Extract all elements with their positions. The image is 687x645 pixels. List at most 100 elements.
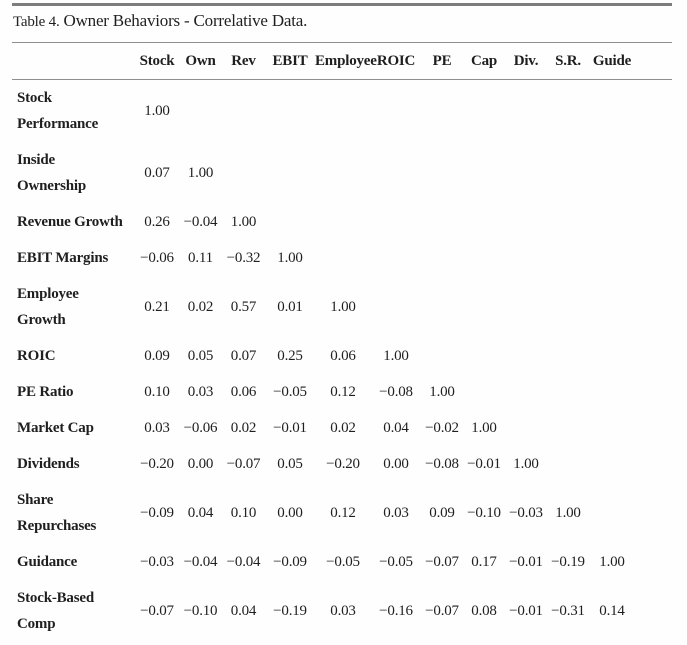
correlation-cell: 0.26 — [144, 214, 170, 230]
row-label: ROIC — [12, 338, 135, 374]
spacer-cell — [635, 410, 672, 446]
empty-cell — [371, 204, 421, 240]
row-label: Employee Growth — [12, 276, 135, 338]
correlation-cell: −0.16 — [379, 603, 413, 619]
empty-cell — [547, 410, 589, 446]
correlation-cell: −0.04 — [226, 554, 261, 570]
spacer-cell — [635, 338, 672, 374]
empty-cell — [589, 338, 635, 374]
correlation-cell: −0.07 — [226, 456, 261, 472]
table-row: Inside Ownership 0.07 1.00 — [12, 142, 672, 204]
empty-cell — [265, 204, 315, 240]
correlation-cell: −0.08 — [425, 456, 459, 472]
correlation-cell: 0.17 — [471, 554, 497, 570]
table-row: ROIC 0.09 0.05 0.07 0.25 0.06 1.00 — [12, 338, 672, 374]
correlation-cell: 0.04 — [230, 603, 257, 619]
spacer-cell — [635, 544, 672, 580]
correlation-cell: −0.06 — [183, 420, 218, 436]
correlation-cell: 1.00 — [277, 250, 303, 266]
empty-cell — [547, 240, 589, 276]
correlation-cell: −0.03 — [509, 505, 543, 521]
correlation-cell: 1.00 — [330, 299, 356, 315]
row-label: Guidance — [12, 544, 135, 580]
correlation-cell: 0.11 — [188, 250, 213, 266]
row-label-line: PE Ratio — [17, 384, 74, 400]
row-label-line: Ownership — [17, 178, 87, 194]
empty-cell — [463, 276, 505, 338]
empty-cell — [265, 142, 315, 204]
correlation-cell: −0.07 — [425, 554, 459, 570]
row-label-line: Stock-Based — [17, 590, 94, 606]
correlation-cell: −0.07 — [140, 603, 174, 619]
correlation-cell: −0.10 — [467, 505, 501, 521]
empty-cell — [505, 80, 547, 143]
table-number: Table 4. — [13, 14, 60, 30]
table-row: Revenue Growth 0.26 −0.04 1.00 — [12, 204, 672, 240]
empty-cell — [505, 276, 547, 338]
table-row: PE Ratio 0.10 0.03 0.06 −0.05 0.12 −0.08 1.00 — [12, 374, 672, 410]
correlation-cell: 1.00 — [429, 384, 455, 400]
table-body: Stock Performance 1.00 Inside Ownership 0.07 1… — [12, 80, 672, 643]
correlation-cell: 0.02 — [330, 420, 356, 436]
column-header-own: Own — [185, 53, 216, 69]
correlation-cell: 0.03 — [330, 603, 356, 619]
empty-cell — [371, 80, 421, 143]
correlation-cell: 0.00 — [277, 505, 303, 521]
row-label-line: Guidance — [17, 554, 78, 570]
correlation-cell: 1.00 — [599, 554, 625, 570]
correlation-cell: 0.21 — [144, 299, 170, 315]
correlation-cell: 1.00 — [144, 103, 170, 119]
row-label: Market Cap — [12, 410, 135, 446]
empty-cell — [463, 142, 505, 204]
row-label-line: Share — [17, 492, 54, 508]
table-row: EBIT Margins −0.06 0.11 −0.32 1.00 — [12, 240, 672, 276]
empty-cell — [547, 446, 589, 482]
empty-cell — [421, 240, 463, 276]
empty-cell — [463, 204, 505, 240]
correlation-cell: 0.12 — [330, 384, 356, 400]
correlation-cell: −0.08 — [379, 384, 413, 400]
correlation-cell: −0.03 — [140, 554, 174, 570]
correlation-cell: −0.06 — [140, 250, 174, 266]
spacer-cell — [635, 276, 672, 338]
table-row: Share Repurchases −0.09 0.04 0.10 0.00 0.12 0.0… — [12, 482, 672, 544]
correlation-cell: 0.12 — [330, 505, 356, 521]
correlation-cell: 0.07 — [230, 348, 257, 364]
spacer-cell — [635, 240, 672, 276]
row-label: EBIT Margins — [12, 240, 135, 276]
correlation-cell: −0.04 — [183, 554, 218, 570]
column-header-ebit: EBIT — [272, 53, 308, 69]
row-label-line: Growth — [17, 312, 66, 328]
spacer-cell — [635, 80, 672, 143]
correlation-cell: 0.10 — [144, 384, 170, 400]
empty-cell — [315, 80, 371, 143]
empty-cell — [421, 276, 463, 338]
correlation-cell: 0.14 — [599, 603, 625, 619]
empty-cell — [315, 142, 371, 204]
empty-cell — [589, 374, 635, 410]
header-spacer-cell — [635, 43, 672, 80]
correlation-cell: −0.01 — [273, 420, 307, 436]
correlation-cell: −0.10 — [183, 603, 218, 619]
empty-cell — [547, 204, 589, 240]
correlation-cell: −0.05 — [273, 384, 307, 400]
empty-cell — [463, 80, 505, 143]
correlation-cell: 0.57 — [230, 299, 257, 315]
empty-cell — [547, 276, 589, 338]
column-header-cap: Cap — [470, 53, 498, 69]
correlation-cell: 0.02 — [187, 299, 214, 315]
correlation-cell: 0.10 — [230, 505, 257, 521]
empty-cell — [315, 240, 371, 276]
column-header-employee: Employee — [315, 53, 377, 69]
empty-cell — [547, 338, 589, 374]
row-label: Dividends — [12, 446, 135, 482]
correlation-cell: −0.20 — [140, 456, 174, 472]
spacer-cell — [635, 446, 672, 482]
correlation-cell: −0.32 — [226, 250, 261, 266]
spacer-cell — [635, 374, 672, 410]
row-label: Stock Performance — [12, 80, 135, 143]
correlation-cell: −0.31 — [551, 603, 585, 619]
empty-cell — [315, 204, 371, 240]
correlation-cell: −0.02 — [425, 420, 459, 436]
